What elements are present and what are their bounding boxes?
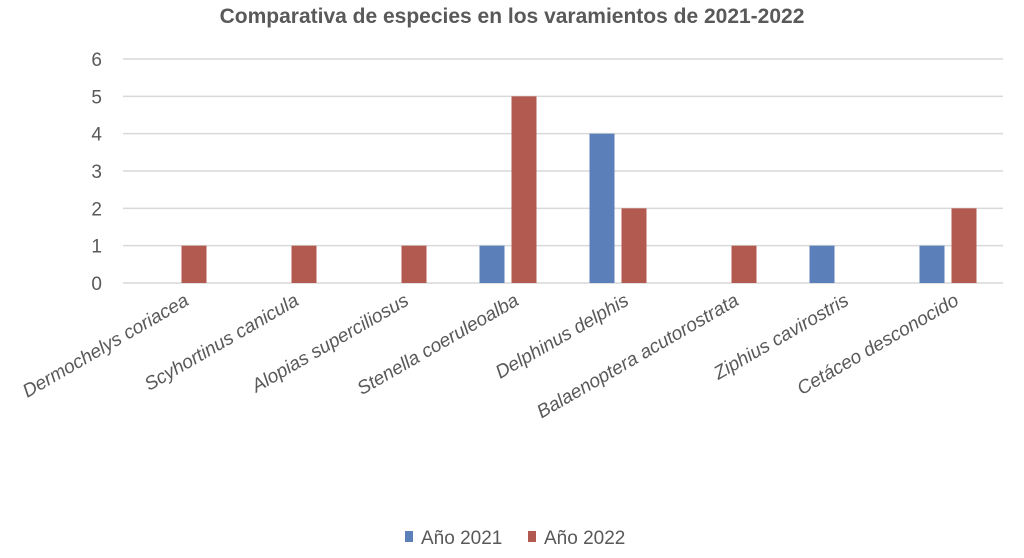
legend-swatch [528, 531, 536, 542]
y-tick-label: 5 [91, 87, 102, 108]
bar-2022 [401, 245, 427, 283]
bar-2021 [809, 245, 835, 283]
legend-label: Año 2022 [544, 528, 625, 549]
bar-2022 [511, 96, 537, 283]
bar-2022 [731, 245, 757, 283]
y-tick-label: 3 [91, 162, 102, 183]
bar-2021 [589, 133, 615, 283]
y-tick-label: 2 [91, 199, 102, 220]
bar-2021 [479, 245, 505, 283]
y-tick-label: 6 [91, 50, 102, 71]
bar-2022 [291, 245, 317, 283]
y-tick-label: 4 [91, 125, 102, 146]
legend-swatch [405, 531, 413, 542]
bar-2022 [621, 208, 647, 283]
chart-title: Comparativa de especies en los varamient… [220, 5, 805, 28]
bar-2022 [181, 245, 207, 283]
bar-2021 [919, 245, 945, 283]
y-tick-label: 1 [91, 237, 102, 258]
y-tick-label: 0 [91, 274, 102, 295]
bar-2022 [951, 208, 977, 283]
category-label: Balaenoptera acutorostrata [533, 290, 742, 423]
legend-label: Año 2021 [421, 528, 502, 549]
